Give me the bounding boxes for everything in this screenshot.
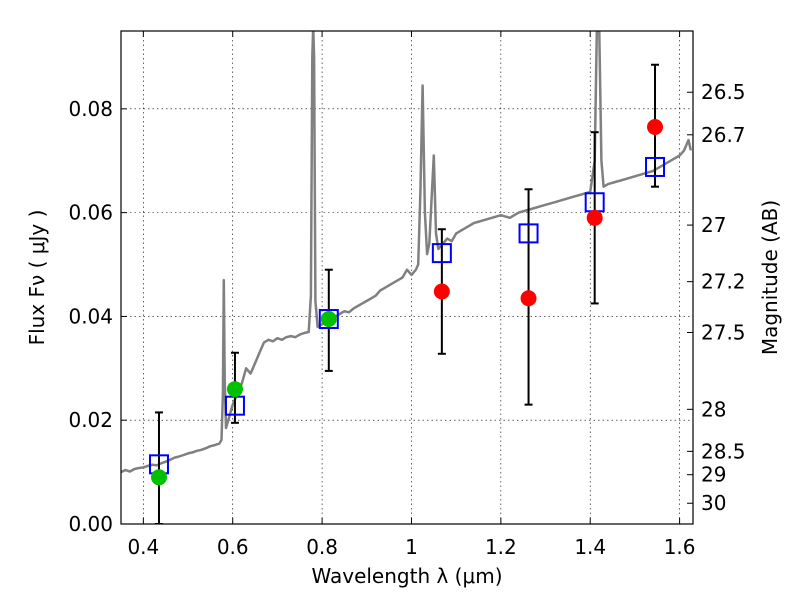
x-tick-label: 1.4 [574, 535, 606, 559]
plot-frame [120, 30, 694, 525]
green-point [150, 469, 167, 486]
y-tick-label: 0.06 [68, 201, 113, 225]
x-axis-label: Wavelength λ (μm) [311, 564, 502, 588]
x-tick-label: 0.6 [217, 535, 249, 559]
mag-tick-label: 26.7 [701, 123, 746, 147]
grid [121, 31, 693, 525]
red-point [586, 209, 603, 226]
y2-axis-label: Magnitude (AB) [758, 200, 782, 355]
x-tick-label: 1 [405, 535, 418, 559]
mag-tick-label: 26.5 [701, 80, 746, 104]
sed-spectrum-line [121, 31, 693, 474]
mag-tick-label: 27 [701, 213, 726, 237]
mag-tick-label: 28.5 [701, 439, 746, 463]
model-photometry-square [431, 243, 452, 264]
x-tick-label: 0.4 [127, 535, 159, 559]
plot-data [121, 31, 693, 524]
model-photometry-square [645, 156, 666, 177]
x-tick-label: 1.6 [664, 535, 696, 559]
model-photometry-square [318, 309, 339, 330]
x-tick-label: 1.2 [485, 535, 517, 559]
red-point [520, 290, 537, 307]
axis-ticks: 0.4 0.6 0.8 1 1.2 1.4 1.6 0.00 0.02 0.04 0.06 0.08 2… [68, 31, 746, 559]
red-point [433, 283, 450, 300]
y-axis-label: Flux Fν ( μJy ) [25, 210, 49, 346]
y-tick-label: 0.02 [68, 408, 113, 432]
y-tick-label: 0.04 [68, 304, 113, 328]
x-tick-label: 0.8 [306, 535, 338, 559]
mag-tick-label: 27.5 [701, 321, 746, 345]
model-photometry-square [518, 223, 539, 244]
mag-tick-label: 28 [701, 397, 726, 421]
y-tick-label: 0.08 [68, 97, 113, 121]
green-point [320, 311, 337, 328]
red-point [647, 119, 664, 136]
mag-tick-label: 29 [701, 463, 726, 487]
green-point [226, 381, 243, 398]
y-tick-label: 0.00 [68, 512, 113, 536]
mag-tick-label: 30 [701, 491, 726, 515]
mag-tick-label: 27.2 [701, 270, 746, 294]
